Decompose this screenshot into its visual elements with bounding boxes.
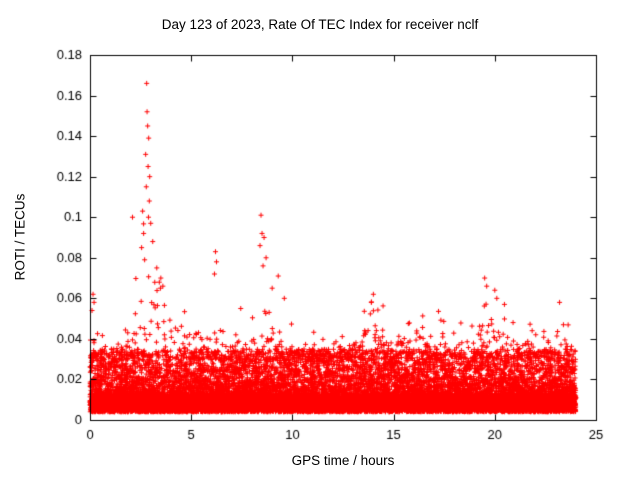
y-axis-label: ROTI / TECUs xyxy=(12,193,28,281)
x-axis-label: GPS time / hours xyxy=(291,453,395,468)
chart-title: Day 123 of 2023, Rate Of TEC Index for r… xyxy=(161,17,479,32)
